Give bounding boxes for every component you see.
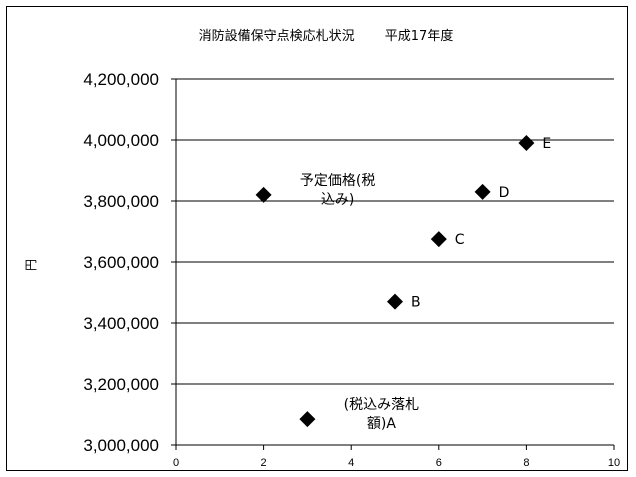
y-tick-label: 3,000,000 [83, 436, 159, 455]
axes [171, 78, 615, 450]
data-label: (税込み落札額)A [344, 397, 419, 432]
data-labels: 予定価格(税込み) (税込み落札額)A B C D E [300, 136, 551, 432]
x-tick-label: 10 [608, 457, 620, 469]
data-point [299, 411, 316, 428]
x-tick-label: 6 [436, 457, 442, 469]
data-point [518, 135, 535, 152]
data-label: D [499, 185, 510, 201]
y-tick-label: 3,600,000 [83, 253, 159, 272]
x-tick-label: 2 [261, 457, 267, 469]
y-tick-label: 4,000,000 [83, 131, 159, 150]
y-tick-labels: 3,000,000 3,200,000 3,400,000 3,600,000 3,80… [83, 70, 159, 455]
data-label-line: 額)A [367, 416, 396, 432]
data-points [255, 135, 535, 428]
y-axis-label: 円 [24, 259, 38, 271]
data-point [430, 231, 447, 248]
data-label-line: 込み) [321, 192, 354, 208]
data-label-line: D [499, 185, 510, 201]
x-tick-label: 0 [173, 457, 179, 469]
y-tick-label: 3,800,000 [83, 192, 159, 211]
data-label: 予定価格(税込み) [300, 173, 375, 208]
data-point [387, 293, 403, 310]
data-label-line: E [542, 136, 551, 152]
x-tick-label: 4 [348, 457, 354, 469]
y-tick-label: 3,200,000 [83, 375, 159, 394]
data-point [255, 186, 272, 203]
data-label: B [411, 295, 421, 311]
chart-frame [6, 6, 628, 471]
data-point [474, 183, 491, 200]
data-label: C [455, 232, 465, 248]
x-tick-labels: 0 2 4 6 8 10 [173, 457, 620, 469]
y-tick-label: 3,400,000 [83, 314, 159, 333]
data-label-line: 予定価格(税 [300, 173, 375, 189]
chart-title: 消防設備保守点検応札状況 平成17年度 [199, 28, 454, 44]
y-tick-label: 4,200,000 [83, 70, 159, 89]
x-tick-label: 8 [523, 457, 529, 469]
data-label-line: B [411, 295, 421, 311]
gridlines [176, 78, 614, 385]
data-label: E [542, 136, 551, 152]
data-label-line: C [455, 232, 465, 248]
data-label-line: (税込み落札 [344, 397, 419, 413]
